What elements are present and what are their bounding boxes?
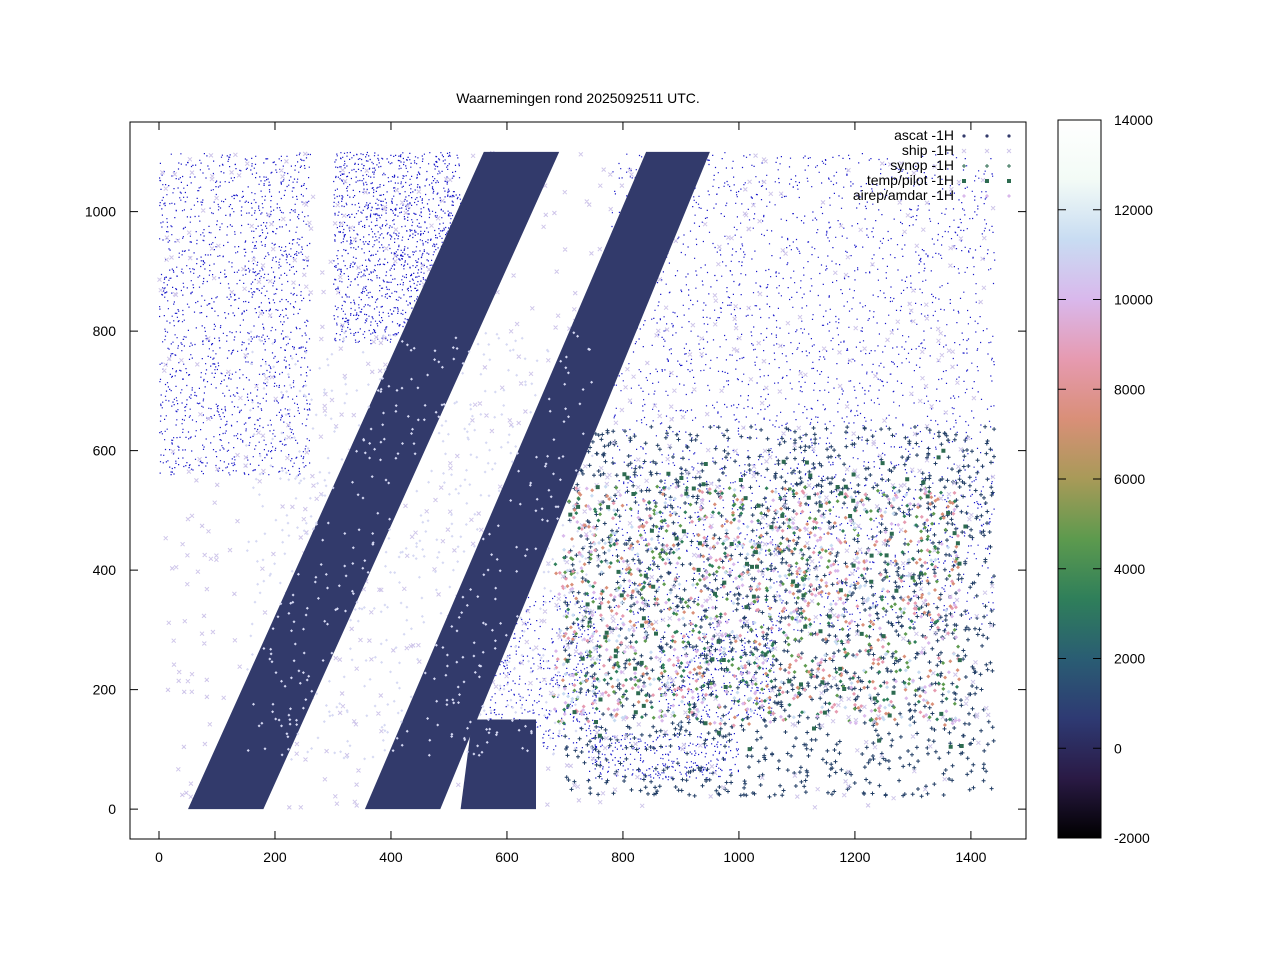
colorbar-tick-label: 4000: [1114, 561, 1145, 577]
chart-title: Waarnemingen rond 2025092511 UTC.: [456, 90, 700, 106]
ascat-swath-3: [460, 719, 536, 810]
x-tick-label: 1000: [723, 849, 754, 865]
colorbar-tick-label: -2000: [1114, 830, 1150, 846]
y-tick-label: 800: [93, 323, 117, 339]
y-axis: 0 200 400 600 800 1000: [85, 204, 1026, 817]
colorbar-tick-label: 6000: [1114, 471, 1145, 487]
swath-light-points: [244, 330, 595, 761]
colorbar-tick-label: 14000: [1114, 112, 1153, 128]
ascat-swath-2: [364, 151, 710, 810]
legend-label: temp/pilot -1H: [867, 172, 954, 188]
legend-label: ship -1H: [902, 142, 954, 158]
y-tick-label: 400: [93, 562, 117, 578]
x-tick-label: 0: [155, 849, 163, 865]
colorbar-tick-label: 8000: [1114, 381, 1145, 397]
legend-marker: [961, 148, 967, 154]
legend-marker: [962, 179, 966, 183]
colorbar-tick-label: 12000: [1114, 202, 1153, 218]
plot-area: [129, 121, 1027, 840]
legend-marker: [1006, 148, 1012, 154]
y-tick-label: 200: [93, 682, 117, 698]
x-tick-label: 1200: [839, 849, 870, 865]
legend-marker: [985, 134, 989, 138]
legend-marker: [962, 134, 966, 138]
x-axis: 0 200 400 600 800 1000 1200 1400: [155, 122, 987, 865]
swath-overlay-points: [244, 330, 595, 761]
airep-points: [551, 485, 959, 726]
legend-marker: [1007, 134, 1011, 138]
colorbar-tick-label: 10000: [1114, 292, 1153, 308]
plot-frame: [129, 121, 1027, 840]
x-tick-label: 800: [611, 849, 635, 865]
legend-marker: [985, 194, 989, 198]
ascat-swath-1: [188, 151, 560, 810]
legend-marker: [1007, 179, 1011, 183]
legend-marker: [1007, 194, 1011, 198]
ascat-swaths: [188, 151, 710, 810]
y-tick-label: 600: [93, 443, 117, 459]
y-tick-label: 0: [108, 801, 116, 817]
legend-marker: [984, 148, 990, 154]
colorbar: 14000 12000 10000 8000 6000 4000 2000 0 -2000: [1057, 112, 1153, 846]
colorbar-ticks: 14000 12000 10000 8000 6000 4000 2000 0 -2000: [1058, 112, 1153, 846]
x-tick-label: 1400: [955, 849, 986, 865]
legend-marker: [962, 164, 966, 168]
x-tick-label: 600: [495, 849, 519, 865]
y-tick-label: 1000: [85, 204, 116, 220]
legend-label: ascat -1H: [894, 127, 954, 143]
legend-marker: [985, 179, 989, 183]
legend-marker: [985, 164, 989, 168]
legend-marker: [962, 194, 966, 198]
legend-marker: [1007, 164, 1011, 168]
legend-label: airep/amdar -1H: [853, 187, 954, 203]
x-tick-label: 400: [379, 849, 403, 865]
legend-label: synop -1H: [890, 157, 954, 173]
colorbar-tick-label: 0: [1114, 740, 1122, 756]
colorbar-tick-label: 2000: [1114, 651, 1145, 667]
x-tick-label: 200: [263, 849, 287, 865]
